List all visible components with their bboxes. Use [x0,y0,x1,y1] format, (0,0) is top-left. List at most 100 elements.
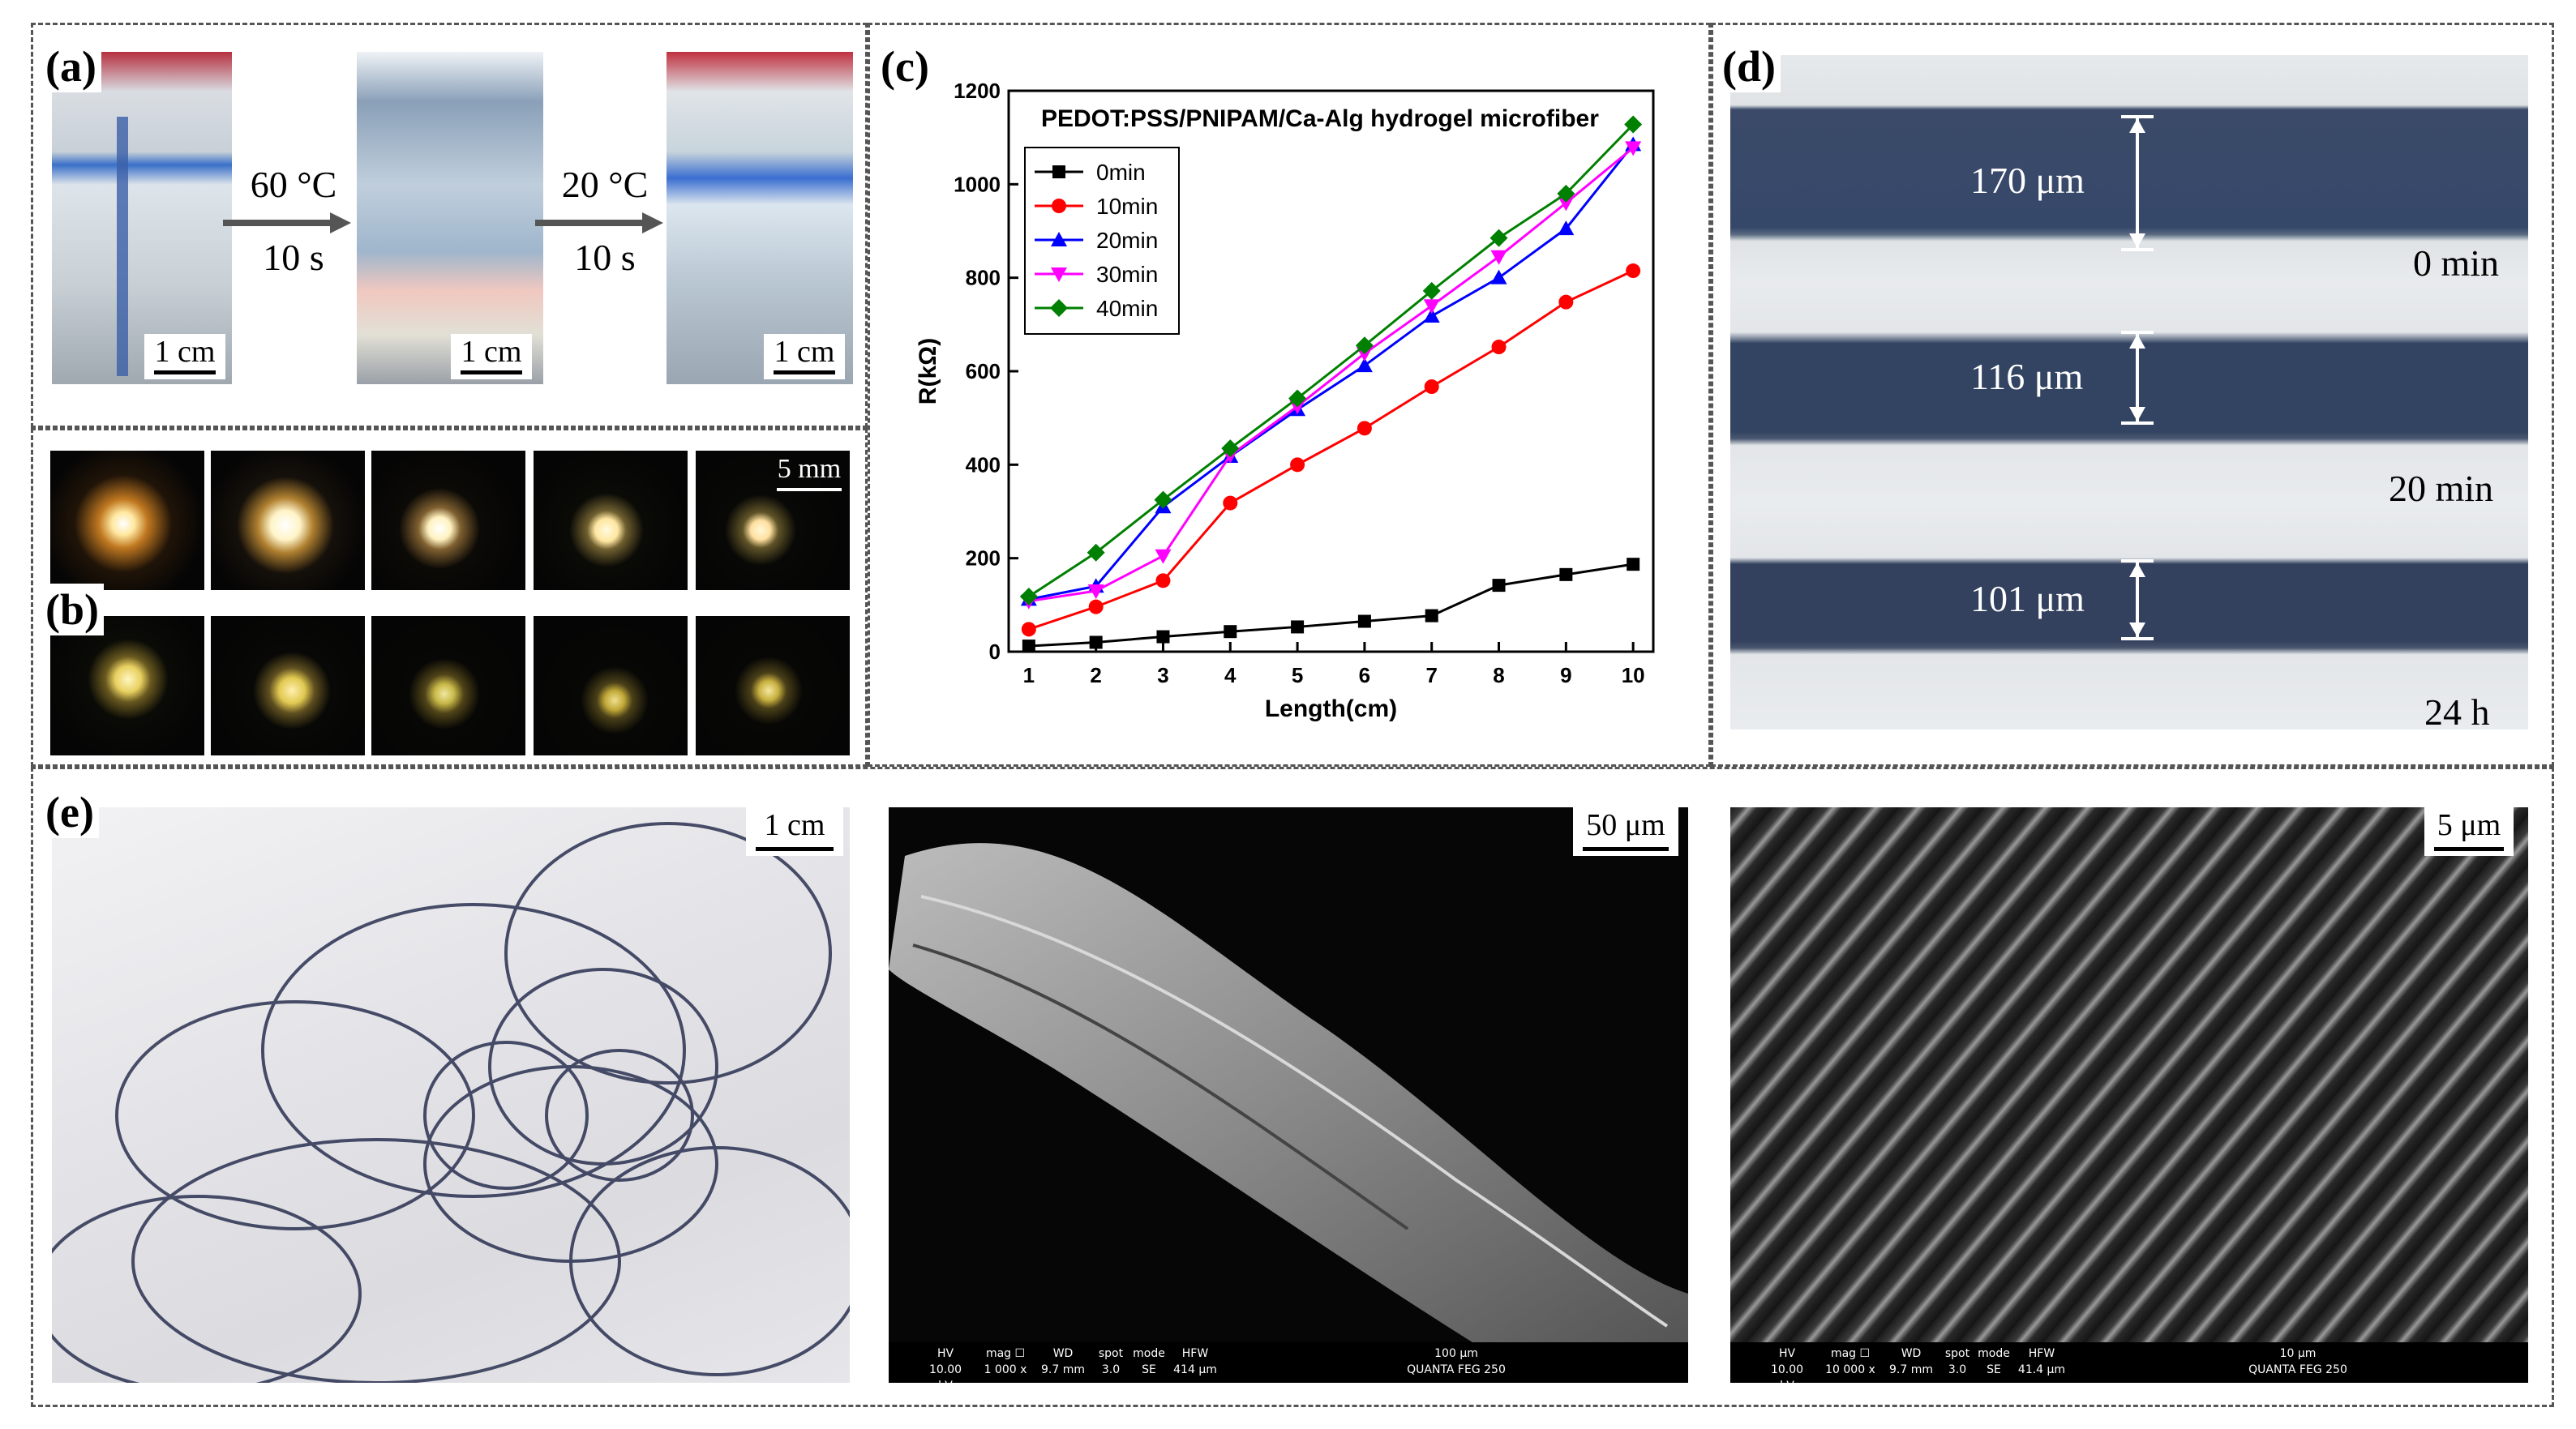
heating-arrow-icon [223,212,351,233]
data-point-10min [1088,599,1104,614]
microscope-image-20min [1730,282,2528,509]
time-label-0min: 0 min [2413,242,2500,284]
x-tick-label: 4 [1224,663,1237,687]
data-point-30min [1423,299,1440,314]
led-photo [211,616,365,755]
legend-marker-20min [1051,232,1067,246]
time-label-24h: 24 h [2424,691,2490,733]
y-tick-label: 800 [966,266,1001,290]
data-point-0min [1425,609,1438,623]
series-line-10min [1028,269,1634,631]
data-point-10min [1558,294,1574,310]
microscope-image-0min [1730,55,2528,282]
data-point-0min [1627,558,1640,571]
y-tick-label: 1200 [954,79,1001,103]
legend-label-0min: 0min [1096,160,1146,185]
panel-c-border [868,23,1711,767]
y-axis-label: R(kΩ) [915,338,941,404]
data-point-20min [1356,357,1373,373]
data-point-40min [1355,336,1374,355]
vial-photo-1 [52,52,232,384]
data-point-40min [1154,490,1172,509]
data-point-30min [1490,250,1507,265]
data-point-0min [1492,579,1506,593]
panel-label-e: (e) [41,786,99,838]
vial-photo-3 [667,52,853,384]
data-point-10min [1021,622,1036,637]
data-point-10min [1155,573,1171,588]
data-point-40min [1288,389,1307,408]
x-tick-label: 10 [1622,663,1645,687]
microscope-image-24h [1730,509,2528,729]
series-line-20min [1028,143,1635,601]
scalebar-e1: 1 cm [746,807,843,856]
cooling-temp: 20 °C [561,164,649,205]
scalebar-b: 5 mm [770,454,848,494]
data-point-0min [1224,625,1237,639]
panel-label-c: (c) [876,41,934,92]
heating-temp: 60 °C [250,164,337,205]
series-line-40min [1028,123,1635,598]
panel-e-border [31,767,2554,1407]
data-point-0min [1022,640,1035,653]
led-photo [50,616,204,755]
x-tick-label: 3 [1157,663,1168,687]
width-arrow-icon [2121,115,2154,251]
data-point-10min [1491,340,1507,355]
data-point-0min [1089,635,1103,649]
led-photo-grid [50,451,850,755]
data-point-0min [1156,630,1170,644]
panel-a-border [31,23,868,428]
y-tick-label: 0 [989,640,1001,664]
y-tick-label: 600 [966,359,1001,383]
width-arrow-icon [2121,559,2154,640]
data-point-0min [1559,567,1573,581]
led-photo [534,616,688,755]
data-point-10min [1424,379,1439,395]
y-tick-label: 1000 [954,172,1001,196]
width-label-0min: 170 μm [1970,160,2085,201]
panel-b-border [31,428,868,767]
data-point-30min [1625,141,1642,156]
y-tick-label: 200 [966,546,1001,571]
sem-fiber-surface [889,843,1688,1342]
cooling-time: 10 s [574,237,636,278]
legend-label-40min: 40min [1096,296,1158,321]
x-tick-label: 5 [1292,663,1303,687]
vial-photo-2 [357,52,543,384]
fiber-loops [52,822,850,1383]
y-tick-label: 400 [966,452,1001,477]
scalebar-a2: 1 cm [451,334,532,379]
data-point-20min [1490,269,1507,285]
x-tick-label: 2 [1090,663,1101,687]
scalebar-e2: 50 μm [1573,807,1678,856]
scalebar-e3: 5 μm [2424,807,2514,856]
led-photo [371,451,525,590]
led-photo [696,451,850,590]
data-point-40min [1489,229,1508,247]
legend-marker-30min [1051,267,1067,282]
series-line-30min [1028,147,1635,603]
legend-label-30min: 30min [1096,262,1158,287]
data-point-20min [1423,307,1440,323]
legend-marker-10min [1052,199,1066,213]
legend-marker-0min [1052,165,1065,178]
panel-d-border [1711,23,2554,767]
led-photo [696,616,850,755]
x-tick-label: 8 [1493,663,1504,687]
data-point-30min [1155,549,1172,564]
scalebar-a3: 1 cm [764,334,845,379]
width-label-24h: 101 μm [1970,578,2085,619]
x-tick-label: 1 [1023,663,1035,687]
panel-label-a: (a) [41,41,101,92]
data-point-10min [1290,457,1305,473]
data-point-40min [1557,184,1575,203]
data-point-10min [1357,421,1372,436]
data-point-0min [1291,620,1305,634]
heating-time: 10 s [263,237,324,278]
panel-label-b: (b) [41,584,104,635]
data-point-0min [1357,614,1371,628]
